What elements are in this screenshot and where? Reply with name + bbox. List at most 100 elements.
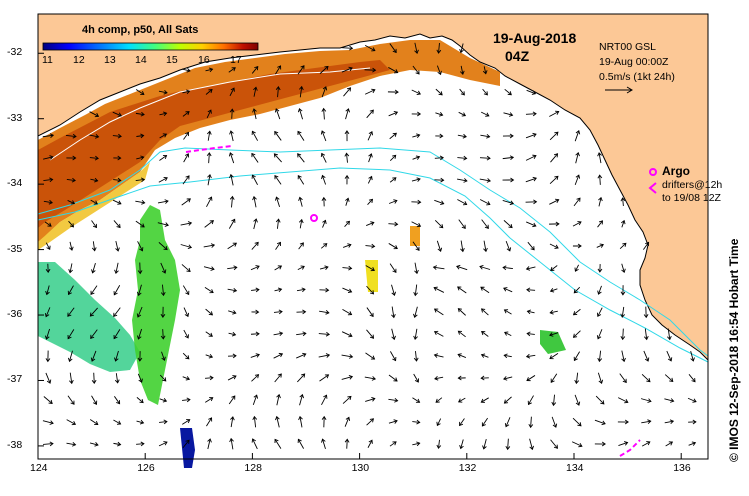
current-arrow — [159, 133, 167, 139]
sst-warm-band — [38, 40, 500, 242]
current-arrow — [181, 198, 191, 206]
current-arrowhead — [185, 89, 191, 95]
current-arrow — [158, 177, 168, 183]
current-arrowhead — [621, 219, 626, 225]
colorbar-tick: 14 — [135, 54, 147, 66]
current-arrowhead — [231, 395, 236, 400]
current-arrow — [412, 397, 420, 403]
current-arrow — [69, 263, 73, 273]
current-arrowhead — [482, 445, 487, 450]
current-arrowhead — [255, 265, 260, 270]
current-arrowhead — [208, 332, 213, 337]
sst-orange-spot — [410, 226, 420, 246]
current-arrowhead — [163, 246, 168, 251]
current-arrowhead — [275, 86, 281, 91]
current-arrowhead — [551, 401, 557, 407]
current-arrow — [253, 196, 257, 208]
current-arrow — [366, 418, 374, 426]
current-arrow — [161, 351, 165, 361]
current-arrow — [503, 376, 513, 380]
current-arrowhead — [231, 331, 237, 337]
current-arrowhead — [251, 174, 256, 179]
current-arrow — [68, 220, 74, 228]
current-arrowhead — [116, 400, 121, 405]
current-arrow — [367, 131, 373, 141]
current-arrow — [159, 398, 167, 402]
current-arrowhead — [555, 221, 560, 227]
argo-float — [310, 214, 318, 222]
argo-label: Argo — [662, 164, 690, 178]
current-arrow — [525, 133, 537, 139]
current-arrowhead — [298, 196, 303, 201]
current-arrowhead — [94, 442, 99, 447]
current-arrow — [43, 200, 53, 204]
current-arrowhead — [371, 243, 376, 249]
current-arrowhead — [457, 398, 463, 403]
current-arrow — [482, 88, 488, 96]
current-arrow — [345, 198, 349, 206]
current-arrowhead — [45, 290, 50, 296]
current-arrowhead — [184, 334, 189, 339]
current-arrowhead — [276, 241, 281, 246]
current-arrowhead — [645, 241, 650, 247]
current-arrow — [618, 442, 628, 446]
current-arrowhead — [553, 444, 558, 449]
current-arrowhead — [325, 287, 330, 293]
current-arrowhead — [369, 312, 374, 318]
current-arrowhead — [46, 379, 52, 384]
current-arrowhead — [528, 423, 534, 429]
current-arrowhead — [206, 130, 212, 135]
current-arrow — [483, 438, 487, 450]
current-arrow — [91, 220, 97, 228]
current-arrowhead — [348, 375, 354, 380]
current-arrow — [67, 329, 75, 339]
current-arrow — [342, 267, 352, 269]
current-arrowhead — [322, 219, 327, 225]
current-arrow — [115, 350, 119, 362]
current-arrow — [115, 240, 119, 252]
current-arrowhead — [394, 89, 399, 95]
current-arrow — [621, 350, 625, 362]
current-arrowhead — [72, 155, 77, 161]
current-arrowhead — [347, 311, 353, 316]
current-arrow — [162, 329, 164, 339]
current-arrowhead — [164, 199, 169, 204]
current-arrow — [460, 240, 464, 252]
current-arrowhead — [624, 419, 629, 425]
current-arrowhead — [116, 223, 121, 229]
current-arrow — [644, 328, 648, 340]
current-arrowhead — [369, 418, 375, 423]
current-arrow — [619, 242, 627, 250]
current-arrowhead — [321, 196, 327, 201]
current-arrow — [275, 108, 281, 120]
current-arrow — [389, 154, 397, 162]
current-arrowhead — [527, 400, 532, 406]
current-arrowhead — [117, 112, 122, 117]
current-arrow — [414, 328, 418, 340]
current-arrowhead — [302, 309, 307, 315]
current-arrow — [205, 354, 213, 358]
current-arrowhead — [255, 309, 260, 315]
current-arrow — [550, 288, 558, 292]
current-arrow — [597, 329, 603, 339]
current-arrow — [322, 220, 326, 228]
colorbar-tick: 13 — [104, 54, 116, 66]
current-arrowhead — [207, 109, 212, 114]
current-arrow — [43, 396, 53, 404]
current-arrow — [481, 219, 489, 229]
current-arrowhead — [255, 331, 260, 337]
current-arrow — [573, 197, 581, 207]
current-arrowhead — [137, 357, 143, 362]
current-arrowhead — [300, 265, 305, 270]
current-arrow — [641, 374, 651, 382]
current-arrowhead — [692, 419, 697, 425]
current-arrowhead — [532, 222, 537, 228]
current-arrowhead — [368, 439, 373, 444]
current-arrowhead — [348, 354, 354, 359]
current-arrowhead — [439, 155, 444, 161]
current-arrowhead — [140, 155, 145, 161]
current-arrow — [252, 174, 258, 186]
current-arrow — [367, 176, 373, 184]
current-arrowhead — [486, 178, 491, 183]
current-arrowhead — [325, 331, 331, 337]
